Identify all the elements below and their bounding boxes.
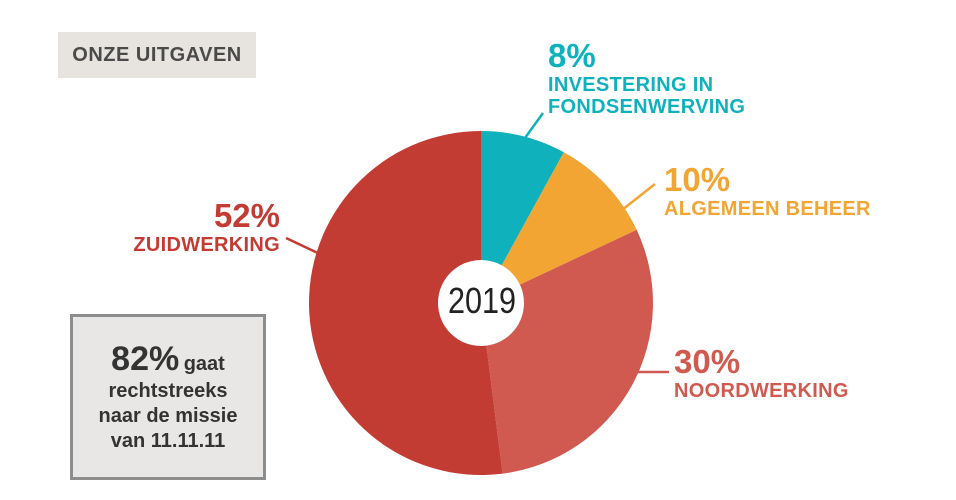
label-zuid: 52% ZUIDWERKING (133, 197, 280, 257)
label-beheer: 10% ALGEMEEN BEHEER (664, 161, 871, 221)
label-noord-value: 30% (674, 343, 741, 380)
chart-title: ONZE UITGAVEN (72, 43, 242, 66)
pie-center-hole (438, 260, 524, 346)
label-fondsenwerving-value: 8% (548, 37, 596, 74)
label-noord-name: NOORDWERKING (674, 380, 849, 403)
leader-zuid (285, 236, 323, 257)
label-fondsenwerving-name-2: FONDSENWERVING (548, 96, 746, 119)
label-zuid-name: ZUIDWERKING (133, 234, 280, 257)
pie-slice-zuidwerking (309, 131, 503, 475)
label-beheer-name: ALGEMEEN BEHEER (664, 198, 871, 221)
label-noord: 30% NOORDWERKING (674, 343, 849, 403)
callout-line-1: rechtstreeks (108, 380, 228, 402)
pie-slice-algemeen-beheer (481, 152, 637, 303)
title-badge: ONZE UITGAVEN (58, 32, 256, 78)
callout-percent: 82% (111, 340, 180, 378)
leader-beheer (621, 183, 656, 211)
leader-fondsenwerving (523, 112, 545, 139)
pie-slice-noordwerking (481, 229, 653, 474)
callout-line-3: van 11.11.11 (110, 430, 226, 452)
callout-box: 82% gaat rechtstreeks naar de missie van… (70, 314, 266, 480)
callout-headline: 82% gaat (111, 340, 225, 379)
callout-line-2: naar de missie (98, 405, 238, 427)
label-fondsenwerving-name-1: INVESTERING IN (548, 74, 714, 97)
center-year-label: 2019 (447, 280, 517, 321)
pie-slice-investering-in-fondsenwerving (481, 131, 564, 303)
callout-gaat: gaat (183, 353, 225, 375)
label-beheer-value: 10% (664, 161, 731, 198)
label-fondsenwerving: 8% INVESTERING IN FONDSENWERVING (548, 37, 746, 119)
label-zuid-value: 52% (213, 197, 280, 234)
